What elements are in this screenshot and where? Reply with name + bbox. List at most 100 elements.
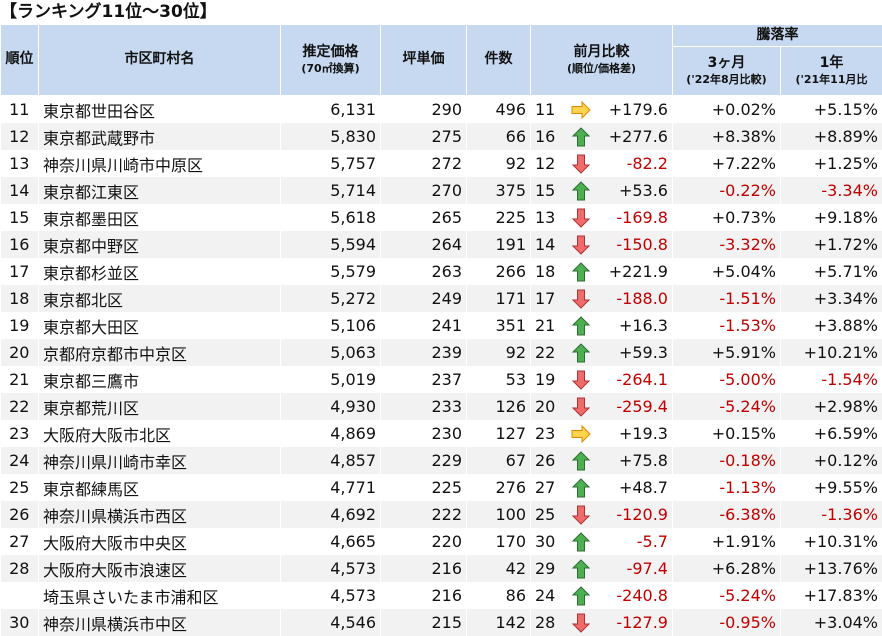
prev-cell: 19 -264.1 bbox=[530, 366, 673, 393]
rank-cell: 17 bbox=[0, 258, 39, 285]
rank-cell: 25 bbox=[0, 474, 39, 501]
change-3m-cell: -1.53% bbox=[672, 312, 781, 339]
price-cell: 4,771 bbox=[280, 474, 381, 501]
price-diff: +19.3 bbox=[618, 424, 668, 443]
header-prev: 前月比較 (順位/価格差) bbox=[530, 24, 673, 96]
prev-cell: 21 +16.3 bbox=[530, 312, 673, 339]
prev-rank: 12 bbox=[535, 154, 556, 173]
price-cell: 4,869 bbox=[280, 420, 381, 447]
name-cell: 大阪府大阪市中央区 bbox=[38, 528, 281, 555]
price-diff: +277.6 bbox=[608, 127, 668, 146]
change-3m-cell: -5.24% bbox=[672, 393, 781, 420]
table-row: 14 東京都江東区 5,714 270 375 15 +53.6 -0.22% -… bbox=[0, 177, 882, 204]
rank-cell: 30 bbox=[0, 609, 39, 636]
table-row: 28 大阪府大阪市浪速区 4,573 216 42 29 -97.4 +6.28%… bbox=[0, 555, 882, 582]
count-cell: 375 bbox=[466, 177, 531, 204]
price-diff: -120.9 bbox=[616, 505, 668, 524]
ranking-table: 順位 市区町村名 推定価格 (70㎡換算) 坪単価 件数 前月比較 (順位/価格差)… bbox=[0, 24, 882, 636]
change-1y-cell: +1.72% bbox=[780, 231, 882, 258]
arrow-up-icon bbox=[571, 315, 591, 336]
rank-cell: 19 bbox=[0, 312, 39, 339]
tsubo-cell: 263 bbox=[380, 258, 467, 285]
count-cell: 66 bbox=[466, 123, 531, 150]
rank-cell: 18 bbox=[0, 285, 39, 312]
price-cell: 4,573 bbox=[280, 555, 381, 582]
name-cell: 神奈川県横浜市西区 bbox=[38, 501, 281, 528]
arrow-right-icon bbox=[571, 424, 591, 444]
prev-cell: 15 +53.6 bbox=[530, 177, 673, 204]
change-3m-cell: -6.38% bbox=[672, 501, 781, 528]
header-rank: 順位 bbox=[0, 24, 39, 96]
change-3m-cell: +8.38% bbox=[672, 123, 781, 150]
change-1y-cell: +0.12% bbox=[780, 447, 882, 474]
prev-rank: 11 bbox=[535, 100, 556, 119]
prev-cell: 12 -82.2 bbox=[530, 150, 673, 177]
change-1y-cell: +3.04% bbox=[780, 609, 882, 636]
price-diff: -259.4 bbox=[616, 397, 668, 416]
header-prev-sub: (順位/価格差) bbox=[566, 61, 637, 75]
price-diff: -97.4 bbox=[626, 559, 668, 578]
rank-cell: 27 bbox=[0, 528, 39, 555]
prev-rank: 25 bbox=[535, 505, 556, 524]
table-row: 12 東京都武蔵野市 5,830 275 66 16 +277.6 +8.38% … bbox=[0, 123, 882, 150]
name-cell: 東京都練馬区 bbox=[38, 474, 281, 501]
count-cell: 92 bbox=[466, 339, 531, 366]
arrow-down-icon bbox=[571, 235, 591, 255]
rank-cell: 21 bbox=[0, 366, 39, 393]
rank-cell: 22 bbox=[0, 393, 39, 420]
price-diff: +221.9 bbox=[608, 262, 668, 281]
count-cell: 53 bbox=[466, 366, 531, 393]
prev-rank: 17 bbox=[535, 289, 556, 308]
arrow-down-icon bbox=[571, 613, 591, 633]
name-cell: 大阪府大阪市北区 bbox=[38, 420, 281, 447]
change-1y-cell: +5.15% bbox=[780, 95, 882, 123]
prev-rank: 16 bbox=[535, 127, 556, 146]
price-diff: +75.8 bbox=[618, 451, 668, 470]
price-cell: 5,618 bbox=[280, 204, 381, 231]
price-cell: 5,063 bbox=[280, 339, 381, 366]
arrow-up-icon bbox=[571, 126, 591, 147]
prev-rank: 23 bbox=[535, 424, 556, 443]
count-cell: 276 bbox=[466, 474, 531, 501]
count-cell: 67 bbox=[466, 447, 531, 474]
prev-cell: 13 -169.8 bbox=[530, 204, 673, 231]
tsubo-cell: 264 bbox=[380, 231, 467, 258]
rank-cell: 28 bbox=[0, 555, 39, 582]
table-row: 25 東京都練馬区 4,771 225 276 27 +48.7 -1.13% +… bbox=[0, 474, 882, 501]
price-cell: 4,692 bbox=[280, 501, 381, 528]
change-1y-cell: +3.34% bbox=[780, 285, 882, 312]
change-3m-cell: -5.00% bbox=[672, 366, 781, 393]
tsubo-cell: 233 bbox=[380, 393, 467, 420]
arrow-up-icon bbox=[571, 342, 591, 363]
table-row: 27 大阪府大阪市中央区 4,665 220 170 30 -5.7 +1.91%… bbox=[0, 528, 882, 555]
arrow-down-icon bbox=[571, 154, 591, 174]
change-3m-cell: +0.15% bbox=[672, 420, 781, 447]
table-row: 埼玉県さいたま市浦和区 4,573 216 86 24 -240.8 -5.24%… bbox=[0, 582, 882, 609]
rank-cell: 26 bbox=[0, 501, 39, 528]
rank-cell: 20 bbox=[0, 339, 39, 366]
tsubo-cell: 239 bbox=[380, 339, 467, 366]
arrow-down-icon bbox=[571, 370, 591, 390]
prev-cell: 16 +277.6 bbox=[530, 123, 673, 150]
prev-cell: 29 -97.4 bbox=[530, 555, 673, 582]
prev-cell: 17 -188.0 bbox=[530, 285, 673, 312]
change-1y-cell: +9.18% bbox=[780, 204, 882, 231]
prev-rank: 27 bbox=[535, 478, 556, 497]
tsubo-cell: 215 bbox=[380, 609, 467, 636]
price-diff: +48.7 bbox=[618, 478, 668, 497]
price-diff: -264.1 bbox=[616, 370, 668, 389]
count-cell: 191 bbox=[466, 231, 531, 258]
price-cell: 4,546 bbox=[280, 609, 381, 636]
tsubo-cell: 237 bbox=[380, 366, 467, 393]
arrow-down-icon bbox=[571, 208, 591, 228]
prev-cell: 25 -120.9 bbox=[530, 501, 673, 528]
prev-cell: 11 +179.6 bbox=[530, 95, 673, 123]
name-cell: 東京都大田区 bbox=[38, 312, 281, 339]
count-cell: 126 bbox=[466, 393, 531, 420]
count-cell: 170 bbox=[466, 528, 531, 555]
rank-cell: 15 bbox=[0, 204, 39, 231]
prev-rank: 13 bbox=[535, 208, 556, 227]
price-cell: 5,019 bbox=[280, 366, 381, 393]
name-cell: 東京都武蔵野市 bbox=[38, 123, 281, 150]
table-row: 26 神奈川県横浜市西区 4,692 222 100 25 -120.9 -6.3… bbox=[0, 501, 882, 528]
